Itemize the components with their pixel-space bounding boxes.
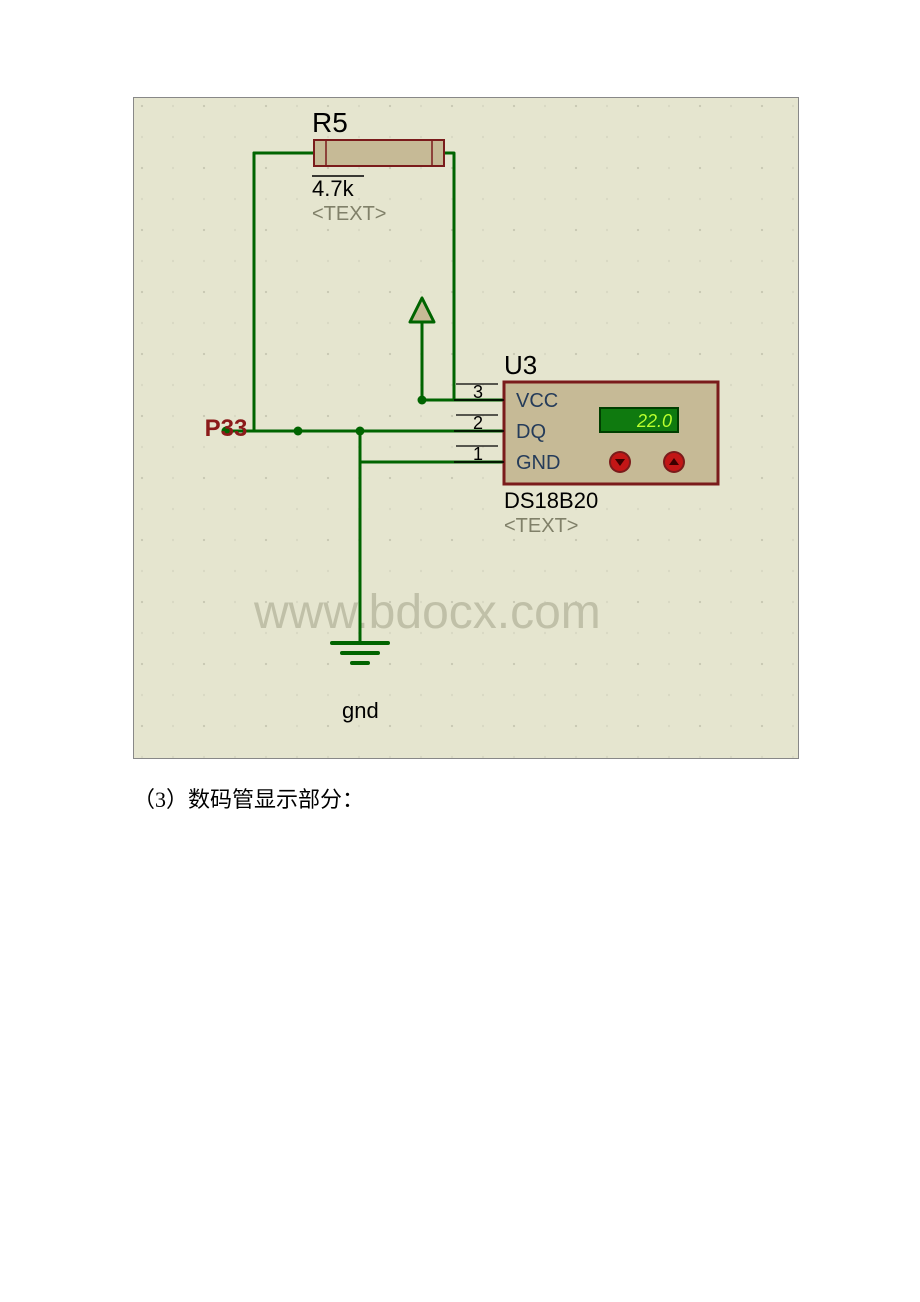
temperature-value: 22.0 (636, 411, 672, 431)
section-caption: （3）数码管显示部分： (133, 782, 364, 814)
resistor-value: 4.7k (312, 176, 355, 201)
circuit-schematic: www.bdocx.comR54.7k<TEXT>P33gndU33VCC2DQ… (133, 97, 799, 759)
pin-number: 3 (473, 382, 483, 402)
temp-down-button[interactable] (609, 451, 631, 473)
pin-number: 2 (473, 413, 483, 433)
junction-dot (418, 396, 427, 405)
pin-name: DQ (516, 421, 546, 443)
pin-name: GND (516, 452, 560, 474)
component-u3: U3 3 VCC 2 DQ 1 GND 22.0 DS18B20<TEXT> (454, 350, 718, 537)
resistor-ref: R5 (312, 107, 348, 138)
ground-symbol: gnd (332, 643, 388, 723)
watermark: www.bdocx.com (253, 586, 601, 639)
resistor-script: <TEXT> (312, 203, 386, 225)
u3-script: <TEXT> (504, 515, 578, 537)
temp-up-button[interactable] (663, 451, 685, 473)
resistor-r5: R5 4.7k<TEXT> (312, 107, 444, 225)
junction-dot (294, 427, 303, 436)
u3-part: DS18B20 (504, 488, 598, 513)
junction-dot (356, 427, 365, 436)
wires (226, 153, 504, 643)
pin-number: 1 (473, 444, 483, 464)
page: www.bdocx.comR54.7k<TEXT>P33gndU33VCC2DQ… (0, 0, 920, 1302)
net-label-p33: P33 (205, 415, 248, 442)
power-vcc-arrow (410, 298, 434, 383)
ground-label: gnd (342, 698, 379, 723)
pin-name: VCC (516, 390, 558, 412)
u3-ref: U3 (504, 350, 537, 380)
